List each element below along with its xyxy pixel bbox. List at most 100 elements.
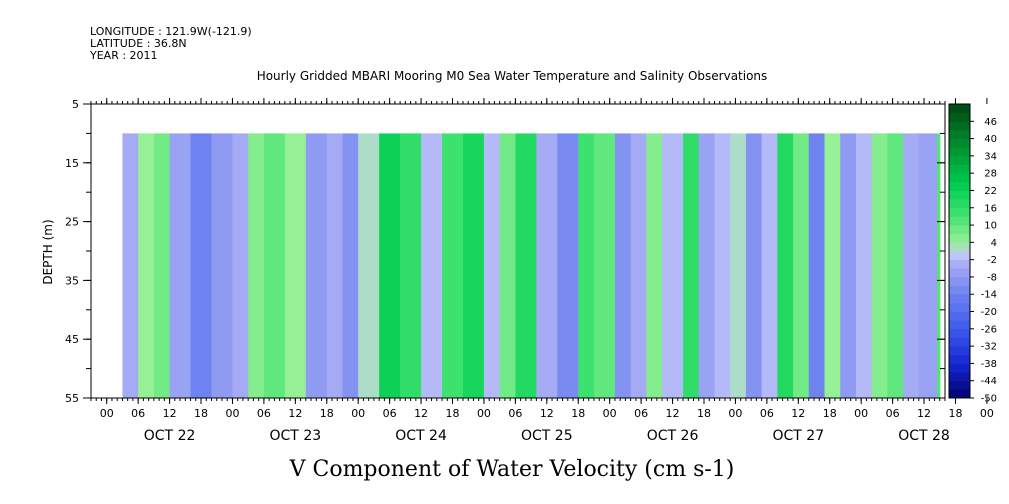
- x-hour-label: 06: [760, 407, 774, 420]
- heatmap-band: [499, 133, 516, 398]
- heatmap-band: [824, 133, 841, 398]
- x-day-label: OCT 25: [521, 428, 573, 444]
- colorbar-swatch: [949, 129, 970, 139]
- x-axis: 00 06 12 18 00 06 12 18 00 06 12 18 00 06 12 18 00 06 12 18…: [90, 98, 994, 444]
- heatmap-band: [153, 133, 171, 398]
- heatmap-band: [263, 133, 286, 398]
- colorbar-swatch: [949, 225, 970, 235]
- colorbar-label: -38: [981, 359, 997, 370]
- year-label: YEAR : 2011: [89, 49, 158, 62]
- x-hour-label: 06: [257, 407, 271, 420]
- colorbar-swatch: [949, 380, 970, 390]
- colorbar-label: 16: [984, 203, 997, 214]
- colorbar-swatch: [949, 242, 970, 252]
- colorbar-swatch: [949, 112, 970, 122]
- colorbar-swatch: [949, 372, 970, 382]
- x-hour-label: 12: [791, 407, 805, 420]
- heatmap-band: [730, 133, 747, 398]
- colorbar-label: 4: [991, 238, 997, 249]
- x-hour-label: 00: [225, 407, 239, 420]
- colorbar-label: 10: [984, 221, 997, 232]
- x-hour-label: 12: [917, 407, 931, 420]
- colorbar-swatch: [949, 121, 970, 131]
- x-hour-label: 18: [446, 407, 460, 420]
- colorbar: 46 40 34 28 22 16 10 4 -2 -8 -14 -20 -26 -32 -38 -44 -50: [948, 103, 997, 405]
- x-day-label: OCT 23: [270, 428, 322, 444]
- colorbar-swatch: [949, 104, 970, 114]
- colorbar-label: -32: [981, 342, 997, 353]
- heatmap-band: [593, 133, 616, 398]
- colorbar-swatch: [949, 173, 970, 183]
- heatmap-band: [761, 133, 778, 398]
- colorbar-swatch: [949, 181, 970, 191]
- heatmap-band: [937, 133, 941, 398]
- x-hour-label: 00: [100, 407, 114, 420]
- colorbar-swatch: [949, 294, 970, 304]
- x-day-label: OCT 24: [395, 428, 447, 444]
- chart-title: Hourly Gridded MBARI Mooring M0 Sea Wate…: [257, 69, 768, 83]
- heatmap-band: [284, 133, 307, 398]
- colorbar-label: 28: [984, 169, 997, 180]
- colorbar-swatch: [949, 190, 970, 200]
- y-tick-label: 55: [65, 392, 79, 405]
- colorbar-label: 34: [984, 151, 997, 162]
- x-hour-label: 18: [697, 407, 711, 420]
- heatmap-band: [248, 133, 265, 398]
- x-hour-label: 18: [948, 407, 962, 420]
- x-hour-label: 18: [320, 407, 334, 420]
- x-hour-label: 06: [508, 407, 522, 420]
- colorbar-label: 22: [984, 186, 997, 197]
- heatmap-band: [903, 133, 920, 398]
- x-hour-label: 12: [540, 407, 554, 420]
- x-hour-label: 12: [163, 407, 177, 420]
- heatmap-band: [379, 133, 401, 398]
- colorbar-swatch: [949, 389, 970, 399]
- x-day-label: OCT 26: [647, 428, 699, 444]
- colorbar-swatch: [949, 285, 970, 295]
- heatmap-band: [808, 133, 826, 398]
- heatmap-band: [515, 133, 537, 398]
- heatmap-band: [190, 133, 213, 398]
- y-tick-label: 35: [65, 274, 79, 287]
- x-hour-label: 12: [414, 407, 428, 420]
- x-hour-label: 06: [383, 407, 397, 420]
- x-hour-label: 06: [131, 407, 145, 420]
- colorbar-swatch: [949, 354, 970, 364]
- y-tick-label: 45: [65, 333, 79, 346]
- heatmap-band: [421, 133, 443, 398]
- y-axis: 5 15 25 35 45 55: [65, 98, 945, 405]
- colorbar-swatch: [949, 346, 970, 356]
- colorbar-label: -8: [987, 272, 997, 283]
- heatmap-band: [358, 133, 380, 398]
- colorbar-frame: [948, 103, 971, 399]
- colorbar-swatch: [949, 276, 970, 286]
- heatmap-band: [840, 133, 857, 398]
- colorbar-swatch: [949, 363, 970, 373]
- x-hour-label: 00: [351, 407, 365, 420]
- colorbar-swatch: [949, 233, 970, 243]
- heatmap-band: [855, 133, 873, 398]
- colorbar-swatch: [949, 199, 970, 209]
- latitude-label: LATITUDE : 36.8N: [90, 37, 187, 50]
- heatmap-band: [326, 133, 344, 398]
- colorbar-swatch: [949, 147, 970, 157]
- heatmap-area: [122, 133, 941, 398]
- colorbar-label: -2: [987, 255, 997, 266]
- colorbar-swatch: [949, 164, 970, 174]
- colorbar-label: -26: [981, 324, 997, 335]
- colorbar-swatch: [949, 302, 970, 312]
- colorbar-swatch: [949, 328, 970, 338]
- y-tick-label: 15: [65, 157, 79, 170]
- heatmap-band: [745, 133, 763, 398]
- x-hour-label: 18: [194, 407, 208, 420]
- x-hour-label: 06: [634, 407, 648, 420]
- colorbar-swatch: [949, 138, 970, 148]
- x-hour-label: 00: [603, 407, 617, 420]
- x-hour-label: 00: [728, 407, 742, 420]
- x-day-label: OCT 27: [772, 428, 824, 444]
- colorbar-label: -14: [981, 290, 997, 301]
- x-hour-label: 12: [666, 407, 680, 420]
- heatmap-band: [400, 133, 422, 398]
- heatmap-band: [305, 133, 328, 398]
